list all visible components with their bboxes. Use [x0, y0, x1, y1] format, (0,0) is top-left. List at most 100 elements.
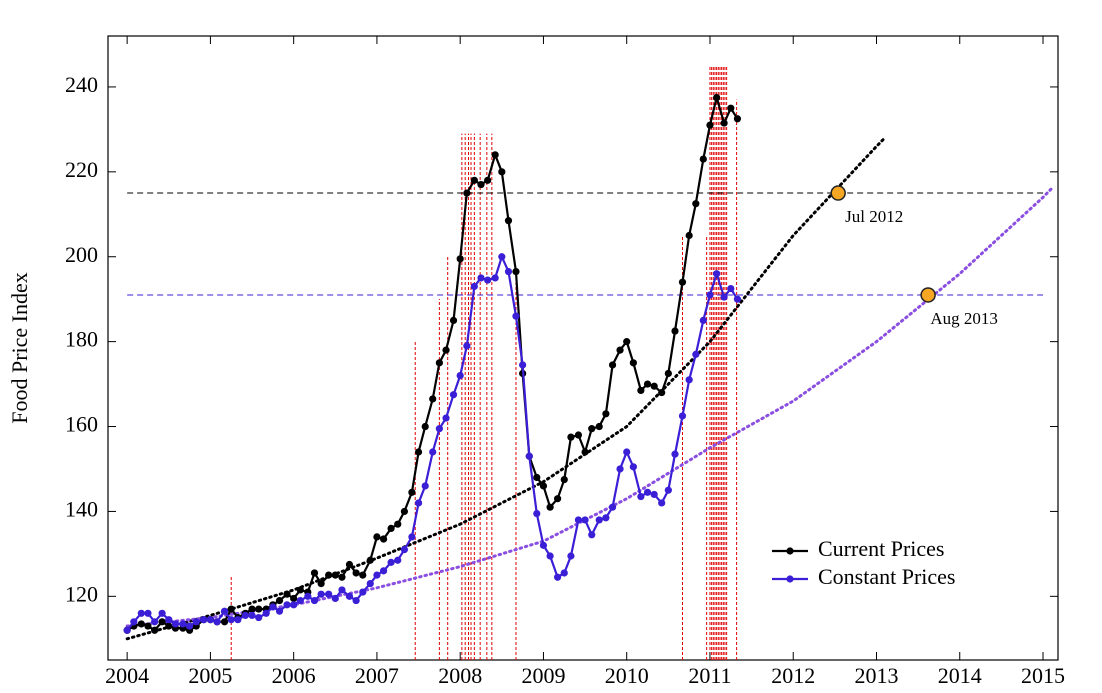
data-point	[539, 541, 548, 549]
data-point	[470, 282, 478, 291]
x-tick-label: 2014	[938, 663, 982, 688]
data-point	[227, 616, 235, 624]
data-point	[616, 346, 624, 354]
data-point	[151, 626, 159, 634]
data-point	[581, 516, 589, 524]
trend-line	[125, 136, 887, 641]
data-point	[200, 616, 208, 624]
x-tick-label: 2007	[355, 663, 399, 688]
data-point	[185, 622, 194, 630]
data-point	[477, 274, 485, 282]
data-point	[179, 620, 187, 628]
data-point	[213, 618, 221, 626]
data-point	[588, 425, 596, 433]
data-point	[158, 618, 166, 626]
data-point	[637, 492, 645, 501]
data-point	[366, 579, 374, 588]
data-point	[720, 293, 728, 301]
x-tick-label: 2008	[438, 663, 482, 688]
data-point	[671, 450, 679, 458]
data-point	[248, 605, 256, 613]
data-point	[477, 180, 485, 189]
data-point	[546, 503, 554, 511]
data-point	[296, 586, 304, 594]
data-point	[470, 176, 478, 184]
data-point	[325, 571, 333, 579]
data-point	[331, 571, 339, 579]
data-point	[255, 605, 263, 613]
x-tick-label: 2005	[188, 663, 232, 688]
data-point	[519, 361, 527, 369]
data-point	[234, 616, 242, 624]
data-point	[290, 594, 298, 603]
data-point	[366, 556, 374, 564]
data-point	[421, 482, 429, 490]
data-point	[171, 620, 180, 628]
data-point	[192, 618, 200, 626]
data-point	[400, 507, 409, 516]
data-point	[629, 359, 637, 367]
data-point	[144, 609, 152, 617]
data-point	[449, 391, 458, 399]
data-point	[504, 267, 513, 276]
data-point	[255, 613, 263, 622]
data-point	[463, 342, 471, 350]
legend-label: Constant Prices	[818, 564, 956, 589]
data-point	[220, 618, 229, 626]
annotation-marker	[830, 185, 846, 201]
data-point	[484, 176, 492, 184]
data-point	[456, 255, 464, 263]
data-point	[512, 267, 520, 276]
x-tick-label: 2010	[605, 663, 649, 688]
data-point	[491, 274, 499, 282]
data-point	[595, 516, 603, 524]
data-point	[227, 605, 235, 613]
legend-marker	[786, 575, 794, 583]
data-point	[504, 217, 513, 225]
data-point	[387, 558, 395, 566]
data-point	[595, 422, 603, 431]
data-point	[206, 616, 215, 624]
data-point	[692, 350, 700, 358]
x-tick-label: 2011	[688, 663, 731, 688]
data-point	[220, 607, 229, 615]
data-point	[733, 295, 742, 303]
data-point	[567, 552, 575, 560]
data-point	[685, 376, 693, 384]
data-point	[678, 278, 687, 286]
data-point	[733, 115, 742, 123]
data-point	[317, 590, 325, 598]
x-tick-label: 2009	[521, 663, 565, 688]
data-point	[435, 359, 443, 367]
data-point	[498, 253, 506, 261]
data-point	[643, 380, 652, 388]
data-point	[352, 569, 360, 577]
data-point	[442, 414, 450, 422]
data-point	[608, 503, 617, 511]
data-point	[275, 596, 284, 605]
data-point	[296, 596, 304, 605]
data-point	[567, 433, 575, 441]
data-point	[262, 609, 270, 617]
data-point	[699, 155, 707, 163]
data-point	[671, 327, 679, 335]
data-point	[608, 361, 617, 369]
data-point	[325, 590, 333, 598]
data-point	[658, 499, 666, 507]
data-point	[546, 552, 554, 560]
data-point	[352, 596, 360, 605]
data-point	[623, 338, 631, 346]
data-point	[421, 422, 429, 431]
data-point	[400, 546, 409, 554]
data-point	[338, 586, 346, 594]
data-point	[151, 618, 159, 626]
data-point	[664, 369, 672, 378]
data-point	[165, 616, 173, 624]
y-tick-label: 220	[65, 157, 98, 182]
data-point	[637, 386, 645, 395]
data-point	[727, 104, 735, 112]
x-tick-label: 2006	[272, 663, 316, 688]
data-point	[574, 516, 583, 524]
y-tick-label: 140	[65, 496, 98, 521]
data-point	[158, 609, 166, 617]
